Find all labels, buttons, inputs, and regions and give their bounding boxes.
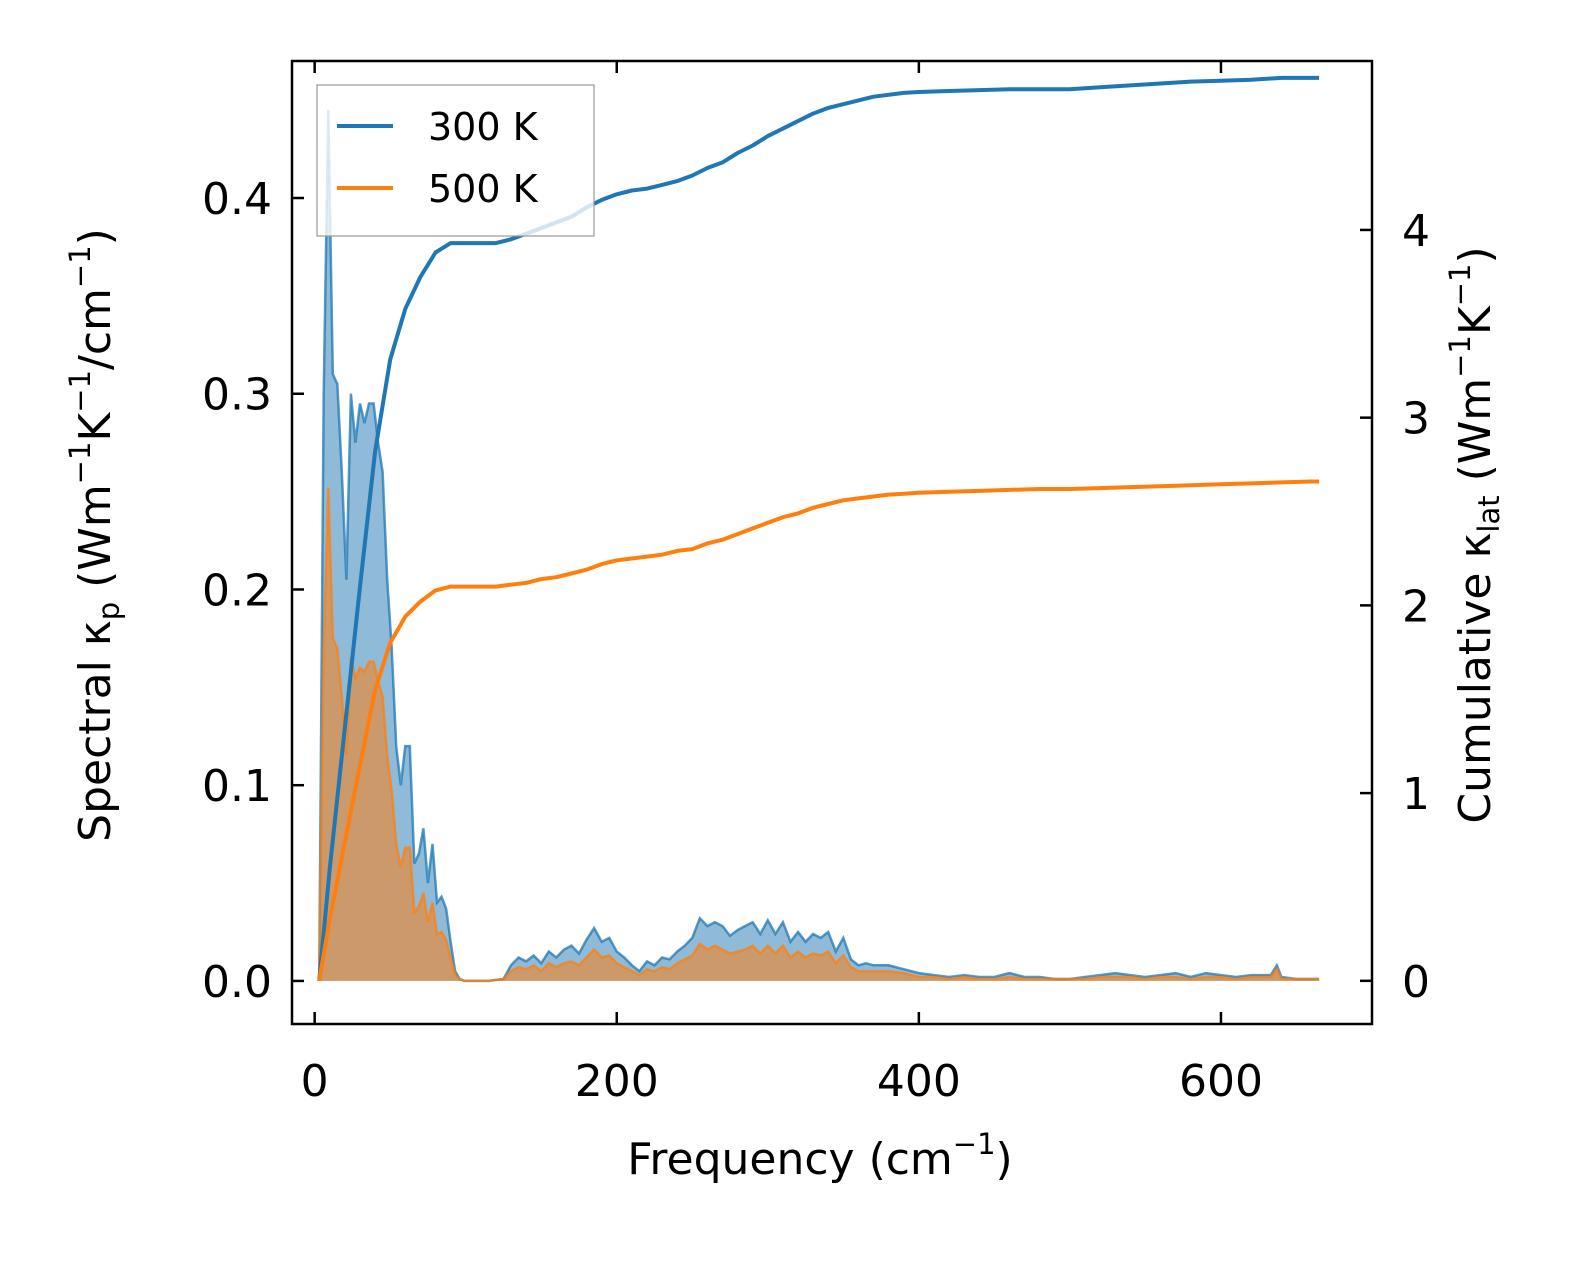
- y-right-tick-label: 0: [1402, 957, 1430, 1008]
- y-right-tick-label: 3: [1402, 394, 1430, 445]
- spectral-fill-layer: [319, 109, 1320, 981]
- legend: 300 K 500 K: [316, 84, 595, 237]
- cumulative-line-500k: [317, 479, 1320, 982]
- legend-box: [316, 84, 595, 237]
- spectral-line-500k: [317, 487, 1320, 983]
- y-axis-right-title: Cumulative κlat (Wm−1K−1): [1443, 246, 1506, 823]
- y-right-tick-label: 2: [1402, 581, 1430, 632]
- plot-frame: [290, 59, 1374, 1026]
- spectral-line-layer: [317, 109, 1320, 983]
- cumulative-line-300k: [317, 75, 1320, 981]
- x-axis-title: Frequency (cm−1): [627, 1127, 1012, 1185]
- y-left-tick-label: 0.0: [202, 957, 272, 1008]
- x-tick-label: 200: [575, 1056, 659, 1107]
- y-left-tick-label: 0.1: [202, 761, 272, 812]
- x-tick-label: 600: [1179, 1056, 1263, 1107]
- y-left-tick-label: 0.3: [202, 370, 272, 421]
- y-left-tick-label: 0.4: [202, 174, 272, 225]
- y-axis-left-title: Spectral κp (Wm−1K−1/cm−1): [63, 228, 126, 842]
- spectral-line-300k: [317, 109, 1320, 983]
- cumulative-line-layer: [317, 75, 1320, 982]
- y-right-tick-label: 4: [1402, 206, 1430, 257]
- y-left-tick-label: 0.2: [202, 565, 272, 616]
- spectral-fill-300k: [319, 109, 1320, 981]
- y-right-tick-label: 1: [1402, 769, 1430, 820]
- spectral-fill-500k: [319, 487, 1320, 981]
- legend-label-500k: 500 K: [428, 167, 539, 211]
- tick-layer: 0 200 400 600 0.0 0.1 0.2 0.3 0.4 0 1 2 3 4: [202, 61, 1430, 1107]
- legend-label-300k: 300 K: [428, 105, 539, 149]
- x-tick-label: 400: [877, 1056, 961, 1107]
- x-tick-label: 0: [301, 1056, 329, 1107]
